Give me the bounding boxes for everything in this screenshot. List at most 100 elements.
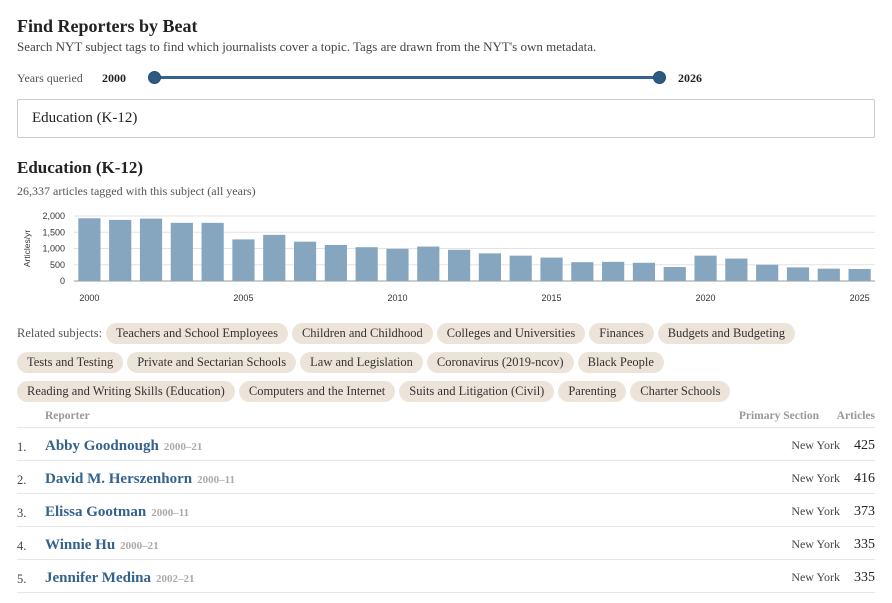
chart-bar — [293, 241, 317, 281]
related-subject-pill[interactable]: Colleges and Universities — [436, 323, 586, 344]
related-subject-pill[interactable]: Tests and Testing — [17, 352, 124, 373]
years-start-value: 2000 — [102, 71, 126, 85]
related-subject-pill[interactable]: Coronavirus (2019-ncov) — [426, 352, 574, 373]
reporter-name[interactable]: Winnie Hu — [45, 537, 116, 553]
reporter-name[interactable]: David M. Herszenhorn — [45, 471, 193, 487]
table-row: 1. Abby Goodnough 2000–21 New York 425 — [17, 428, 875, 461]
reporter-primary-section: New York — [791, 504, 840, 518]
chart-bar — [663, 267, 686, 281]
years-start-handle[interactable] — [148, 71, 161, 84]
related-subject-pill[interactable]: Charter Schools — [630, 381, 731, 402]
table-body: 1. Abby Goodnough 2000–21 New York 425 2. Davi… — [17, 428, 875, 593]
reporter-years: 2000–11 — [197, 474, 235, 486]
reporter-article-count: 335 — [854, 570, 875, 585]
reporter-name-link[interactable]: Elissa Gootman 2000–11 — [45, 504, 189, 521]
related-subject-pill[interactable]: Reading and Writing Skills (Education) — [17, 381, 235, 402]
related-subjects-label: Related subjects: — [17, 326, 103, 340]
x-tick-label: 2000 — [79, 293, 99, 303]
chart-bar — [232, 239, 255, 281]
reporters-table: Reporter Primary Section Articles 1. Abby… — [17, 408, 875, 593]
y-tick-label: 2,000 — [42, 211, 65, 221]
reporter-name-link[interactable]: David M. Herszenhorn 2000–11 — [45, 471, 235, 488]
subject-title: Education (K-12) — [17, 158, 144, 177]
chart-bar — [417, 246, 440, 281]
x-tick-label: 2015 — [542, 293, 562, 303]
related-subject-pill[interactable]: Computers and the Internet — [238, 381, 396, 402]
x-tick-label: 2025 — [850, 293, 870, 303]
reporter-primary-section: New York — [791, 570, 840, 584]
chart-bar — [817, 268, 840, 281]
reporter-name[interactable]: Elissa Gootman — [45, 504, 147, 520]
x-tick-label: 2010 — [387, 293, 407, 303]
chart-bar — [201, 222, 224, 281]
reporter-years: 2000–21 — [120, 540, 159, 552]
related-subject-pill[interactable]: Budgets and Budgeting — [657, 323, 796, 344]
table-row: 4. Winnie Hu 2000–21 New York 335 — [17, 527, 875, 560]
related-subject-pill[interactable]: Finances — [589, 323, 654, 344]
reporter-name-link[interactable]: Jennifer Medina 2002–21 — [45, 570, 194, 587]
reporter-name-link[interactable]: Abby Goodnough 2000–21 — [45, 438, 202, 455]
reporter-article-count: 373 — [854, 504, 875, 519]
chart-bar — [632, 262, 656, 281]
years-end-handle[interactable] — [653, 71, 666, 84]
y-tick-label: 1,500 — [42, 227, 65, 237]
reporter-article-count: 335 — [854, 537, 875, 552]
table-row: 3. Elissa Gootman 2000–11 New York 373 — [17, 494, 875, 527]
reporter-name[interactable]: Abby Goodnough — [45, 438, 159, 454]
header-reporter[interactable]: Reporter — [45, 410, 90, 422]
related-subject-pill[interactable]: Private and Sectarian Schools — [127, 352, 297, 373]
y-axis-label: Articles/yr — [22, 230, 32, 267]
row-rank: 2. — [17, 473, 27, 487]
subject-article-count: 26,337 articles tagged with this subject… — [17, 184, 256, 198]
years-label: Years queried — [17, 71, 83, 85]
reporter-name[interactable]: Jennifer Medina — [45, 570, 151, 586]
related-subject-pill[interactable]: Teachers and School Employees — [106, 323, 288, 344]
chart-bar — [263, 234, 286, 281]
articles-per-year-chart: 0 500 1,000 1,500 2,000 Articles/yr 2000 2005 20… — [17, 205, 875, 305]
reporter-primary-section: New York — [791, 471, 840, 485]
chart-bar — [78, 218, 101, 281]
x-tick-label: 2005 — [233, 293, 253, 303]
related-subject-pill[interactable]: Children and Childhood — [291, 323, 433, 344]
chart-bar — [448, 249, 471, 281]
reporter-article-count: 425 — [854, 438, 875, 453]
related-subject-pill[interactable]: Suits and Litigation (Civil) — [399, 381, 555, 402]
row-rank: 1. — [17, 440, 27, 454]
chart-bar — [602, 261, 625, 281]
subject-search-input[interactable] — [17, 99, 875, 138]
chart-bar — [478, 253, 501, 281]
y-tick-label: 0 — [60, 276, 65, 286]
reporter-primary-section: New York — [791, 438, 840, 452]
related-subjects: Related subjects: Teachers and School Emp… — [17, 320, 875, 407]
row-rank: 5. — [17, 572, 27, 586]
chart-bar — [694, 255, 717, 281]
chart-bar — [540, 257, 563, 281]
y-tick-label: 500 — [50, 260, 65, 270]
y-tick-label: 1,000 — [42, 244, 65, 254]
years-slider-track[interactable] — [154, 76, 659, 79]
row-rank: 3. — [17, 506, 27, 520]
chart-bar — [786, 267, 810, 281]
chart-bar — [355, 247, 378, 281]
chart-bar — [170, 222, 193, 281]
reporter-years: 2002–21 — [155, 573, 195, 585]
related-subject-pill[interactable]: Black People — [577, 352, 664, 373]
reporter-name-link[interactable]: Winnie Hu 2000–21 — [45, 537, 159, 554]
x-tick-label: 2020 — [696, 293, 716, 303]
table-row: 2. David M. Herszenhorn 2000–11 New York 416 — [17, 461, 875, 494]
chart-bar — [139, 218, 163, 281]
chart-bar — [509, 255, 532, 281]
table-row: 5. Jennifer Medina 2002–21 New York 335 — [17, 560, 875, 593]
chart-bar — [848, 268, 871, 281]
related-subject-pill[interactable]: Parenting — [558, 381, 627, 402]
header-primary-section[interactable]: Primary Section — [738, 410, 819, 422]
header-articles[interactable]: Articles — [836, 410, 875, 422]
chart-bar — [324, 244, 347, 281]
chart-bar — [386, 248, 409, 281]
table-header: Reporter Primary Section Articles — [17, 408, 875, 428]
years-end-value: 2026 — [678, 71, 702, 85]
chart-bar — [756, 264, 779, 281]
related-subject-pill[interactable]: Law and Legislation — [300, 352, 423, 373]
page-title: Find Reporters by Beat — [17, 16, 198, 36]
chart-bar — [725, 258, 748, 281]
